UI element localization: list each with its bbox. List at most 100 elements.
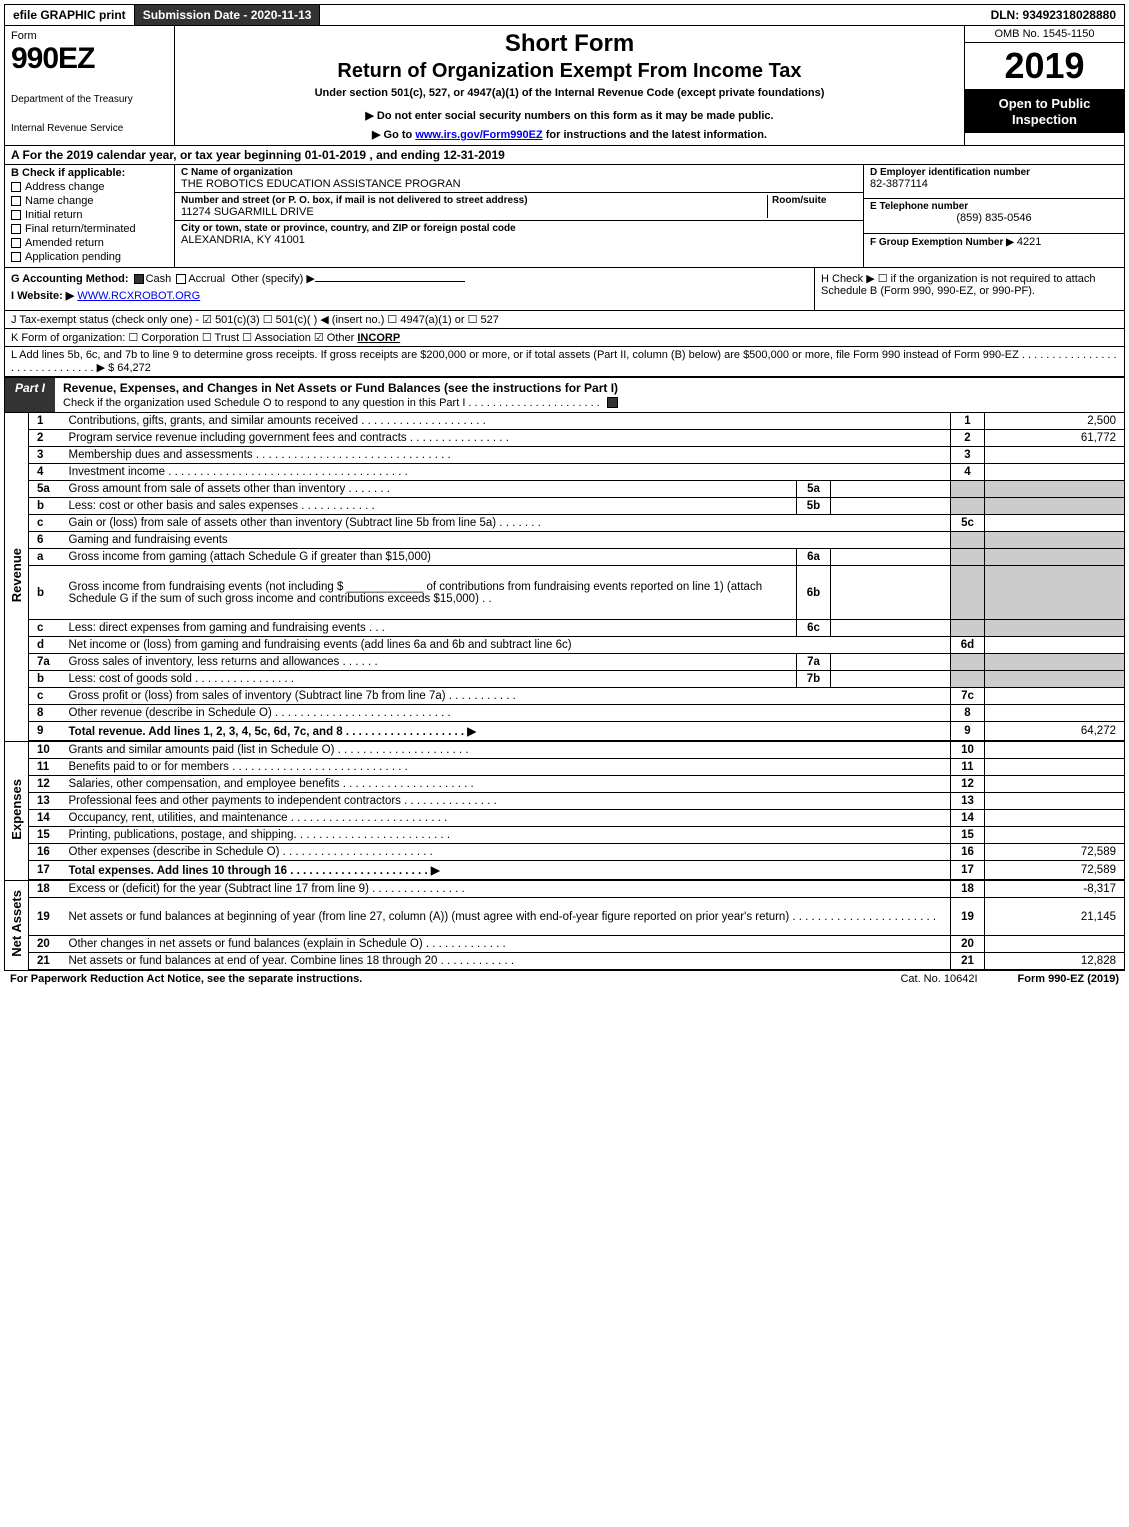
right-line-number: 15 bbox=[951, 827, 985, 844]
table-row: 16Other expenses (describe in Schedule O… bbox=[5, 844, 1125, 861]
b-checkbox[interactable] bbox=[11, 210, 21, 220]
part-i-sub: Check if the organization used Schedule … bbox=[63, 397, 600, 409]
sub-line-number: 7b bbox=[797, 671, 831, 688]
submission-date: Submission Date - 2020-11-13 bbox=[135, 5, 321, 25]
title-ssn-warning: ▶ Do not enter social security numbers o… bbox=[181, 109, 958, 122]
line-desc: Less: direct expenses from gaming and fu… bbox=[65, 620, 797, 637]
c-city-label: City or town, state or province, country… bbox=[181, 223, 857, 234]
c-addr-label: Number and street (or P. O. box, if mail… bbox=[181, 195, 767, 206]
table-row: bLess: cost or other basis and sales exp… bbox=[5, 498, 1125, 515]
website-link[interactable]: WWW.RCXROBOT.ORG bbox=[77, 290, 200, 302]
right-line-number: 9 bbox=[951, 722, 985, 742]
c-addr-value: 11274 SUGARMILL DRIVE bbox=[181, 206, 767, 218]
part-i-tag: Part I bbox=[5, 378, 55, 412]
b-header: B Check if applicable: bbox=[11, 167, 168, 179]
right-line-number: 5c bbox=[951, 515, 985, 532]
box-def: D Employer identification number 82-3877… bbox=[864, 165, 1124, 267]
right-val-grey bbox=[985, 549, 1125, 566]
line-k: K Form of organization: ☐ Corporation ☐ … bbox=[4, 329, 1125, 347]
page-footer: For Paperwork Reduction Act Notice, see … bbox=[4, 971, 1125, 987]
table-row: 2Program service revenue including gover… bbox=[5, 430, 1125, 447]
link-post: for instructions and the latest informat… bbox=[543, 129, 767, 141]
line-number: b bbox=[29, 566, 65, 620]
g-accrual-checkbox[interactable] bbox=[176, 274, 186, 284]
right-num-grey bbox=[951, 532, 985, 549]
b-checkbox[interactable] bbox=[11, 252, 21, 262]
k-other-value: INCORP bbox=[357, 332, 400, 344]
right-line-number: 20 bbox=[951, 936, 985, 953]
form-header: Form 990EZ Department of the Treasury In… bbox=[4, 26, 1125, 146]
line-desc: Other revenue (describe in Schedule O) .… bbox=[65, 705, 951, 722]
b-checkbox[interactable] bbox=[11, 182, 21, 192]
table-row: 8Other revenue (describe in Schedule O) … bbox=[5, 705, 1125, 722]
right-val-grey bbox=[985, 532, 1125, 549]
right-line-value bbox=[985, 688, 1125, 705]
header-left: Form 990EZ Department of the Treasury In… bbox=[5, 26, 175, 145]
line-l: L Add lines 5b, 6c, and 7b to line 9 to … bbox=[4, 347, 1125, 378]
line-number: d bbox=[29, 637, 65, 654]
table-row: 9Total revenue. Add lines 1, 2, 3, 4, 5c… bbox=[5, 722, 1125, 742]
b-checkbox[interactable] bbox=[11, 238, 21, 248]
line-number: 11 bbox=[29, 759, 65, 776]
b-checkbox[interactable] bbox=[11, 196, 21, 206]
header-mid: Short Form Return of Organization Exempt… bbox=[175, 26, 964, 145]
table-row: 7aGross sales of inventory, less returns… bbox=[5, 654, 1125, 671]
line-number: 13 bbox=[29, 793, 65, 810]
b-item: Application pending bbox=[11, 251, 168, 263]
line-number: b bbox=[29, 498, 65, 515]
line-number: 8 bbox=[29, 705, 65, 722]
i-label: I Website: ▶ bbox=[11, 290, 74, 302]
sub-line-value bbox=[831, 549, 951, 566]
right-line-number: 1 bbox=[951, 413, 985, 430]
part-i-checkbox[interactable] bbox=[607, 397, 618, 408]
dept-treasury: Department of the Treasury bbox=[11, 94, 168, 105]
dln-label: DLN: 93492318028880 bbox=[983, 5, 1124, 25]
part-i-title: Revenue, Expenses, and Changes in Net As… bbox=[55, 378, 1124, 412]
line-number: c bbox=[29, 515, 65, 532]
line-desc: Gross amount from sale of assets other t… bbox=[65, 481, 797, 498]
g-label: G Accounting Method: bbox=[11, 273, 129, 285]
g-other-blank[interactable] bbox=[315, 281, 465, 282]
right-line-value: 2,500 bbox=[985, 413, 1125, 430]
sub-line-number: 7a bbox=[797, 654, 831, 671]
line-desc: Gain or (loss) from sale of assets other… bbox=[65, 515, 951, 532]
form-number: 990EZ bbox=[11, 42, 168, 76]
line-desc: Salaries, other compensation, and employ… bbox=[65, 776, 951, 793]
line-desc: Other expenses (describe in Schedule O) … bbox=[65, 844, 951, 861]
irs-link[interactable]: www.irs.gov/Form990EZ bbox=[415, 129, 542, 141]
d-label: D Employer identification number bbox=[870, 167, 1118, 178]
line-desc: Net assets or fund balances at end of ye… bbox=[65, 953, 951, 971]
table-row: Expenses10Grants and similar amounts pai… bbox=[5, 741, 1125, 759]
right-val-grey bbox=[985, 671, 1125, 688]
sub-line-value bbox=[831, 481, 951, 498]
line-a-begin: 01-01-2019 bbox=[305, 148, 366, 162]
b-checkbox[interactable] bbox=[11, 224, 21, 234]
right-line-number: 7c bbox=[951, 688, 985, 705]
right-line-number: 2 bbox=[951, 430, 985, 447]
right-line-value: 12,828 bbox=[985, 953, 1125, 971]
g-cash-checkbox[interactable] bbox=[134, 274, 144, 284]
right-line-value bbox=[985, 515, 1125, 532]
right-line-value: -8,317 bbox=[985, 880, 1125, 898]
table-row: 15Printing, publications, postage, and s… bbox=[5, 827, 1125, 844]
b-item: Address change bbox=[11, 181, 168, 193]
right-val-grey bbox=[985, 566, 1125, 620]
table-row: 21Net assets or fund balances at end of … bbox=[5, 953, 1125, 971]
b-item-label: Application pending bbox=[25, 251, 121, 263]
line-desc: Other changes in net assets or fund bala… bbox=[65, 936, 951, 953]
line-desc: Net assets or fund balances at beginning… bbox=[65, 898, 951, 936]
right-num-grey bbox=[951, 671, 985, 688]
sub-line-value bbox=[831, 566, 951, 620]
line-desc: Less: cost of goods sold . . . . . . . .… bbox=[65, 671, 797, 688]
right-line-value bbox=[985, 776, 1125, 793]
side-label: Revenue bbox=[9, 548, 24, 602]
right-line-number: 19 bbox=[951, 898, 985, 936]
line-desc: Occupancy, rent, utilities, and maintena… bbox=[65, 810, 951, 827]
line-number: b bbox=[29, 671, 65, 688]
side-label-cell: Net Assets bbox=[5, 880, 29, 970]
b-item-label: Initial return bbox=[25, 209, 82, 221]
right-line-value bbox=[985, 447, 1125, 464]
line-number: 4 bbox=[29, 464, 65, 481]
right-val-grey bbox=[985, 620, 1125, 637]
line-desc: Gross sales of inventory, less returns a… bbox=[65, 654, 797, 671]
